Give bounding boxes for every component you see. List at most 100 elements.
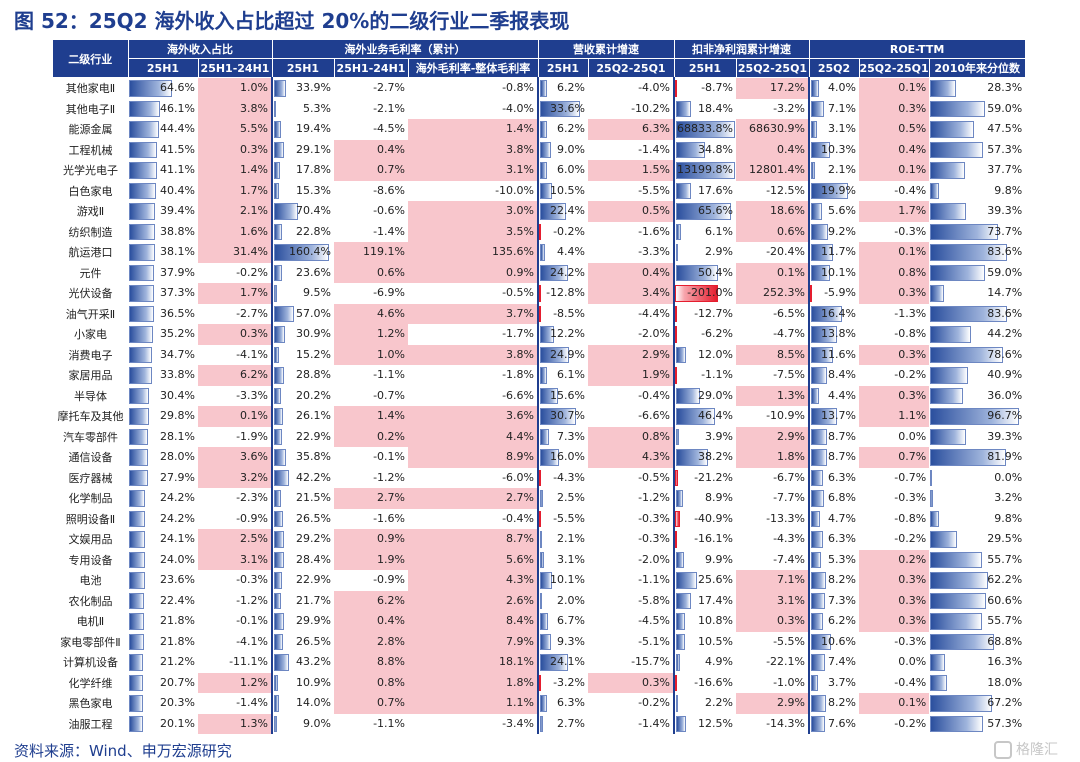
cell-text: 252.3% <box>763 286 805 299</box>
cell-value: -4.1% <box>198 631 273 652</box>
cell-text: 68.8% <box>987 634 1023 648</box>
cell-text: -0.2% <box>638 696 670 709</box>
cell-text: 28.3% <box>987 81 1023 94</box>
header-col: 25Q2-25Q1 <box>736 58 810 78</box>
cell-text: 19.9% <box>821 183 856 197</box>
cell-text: 3.8% <box>506 347 534 361</box>
cell-text: 20.7% <box>160 675 195 689</box>
positive-data-bar <box>129 326 153 343</box>
positive-data-bar <box>811 223 829 240</box>
cell-text: 1.7% <box>898 204 927 217</box>
industry-name: 其他电子Ⅱ <box>65 102 116 116</box>
cell-value: 0.3% <box>198 139 273 160</box>
table-row: 化学纤维 20.7% 1.2% 10.9% 0.8% 1.8% -3.2% 0.3% -16.6… <box>53 672 1025 694</box>
cell-text: 57.3% <box>987 142 1023 156</box>
positive-data-bar <box>274 264 283 281</box>
cell-value: 39.4% <box>128 201 198 222</box>
cell-value: -4.1% <box>198 344 273 365</box>
header-overseas-gross-margin: 海外业务毛利率（累计） <box>272 40 539 59</box>
cell-text: -2.7% <box>236 306 268 320</box>
positive-data-bar <box>676 633 685 650</box>
cell-text: 38.1% <box>160 245 195 258</box>
table-row: 其他电子Ⅱ 46.1% 3.8% 5.3% -2.1% -4.0% 33.6% -10.2% 1… <box>53 98 1025 119</box>
positive-data-bar <box>129 715 143 732</box>
positive-data-bar <box>930 695 993 712</box>
cell-value: -0.7% <box>334 386 408 407</box>
positive-data-bar <box>540 244 546 261</box>
cell-text: 64.6% <box>160 81 195 94</box>
positive-data-bar <box>930 510 940 527</box>
negative-data-bar <box>675 674 678 691</box>
cell-value: -10.9% <box>736 406 810 427</box>
cell-text: 1.8% <box>777 450 805 463</box>
cell-text: 8.9% <box>705 491 733 504</box>
table-row: 游戏Ⅱ 39.4% 2.1% 70.4% -0.6% 3.0% 22.4% 0.5% 65.6%… <box>53 201 1025 222</box>
cell-value: -2.0% <box>588 324 675 345</box>
cell-value: 26.1% <box>272 406 334 427</box>
cell-value: 22.8% <box>272 222 334 243</box>
industry-name: 元件 <box>79 266 102 280</box>
cell-value: -16.1% <box>674 529 736 550</box>
cell-text: 1.9% <box>377 552 405 566</box>
cell-value: 12.5% <box>674 714 736 735</box>
cell-text: -1.0% <box>773 675 805 689</box>
cell-text: 0.4% <box>777 142 805 156</box>
cell-value: 2.1% <box>198 201 273 222</box>
cell-value: -2.3% <box>198 488 273 509</box>
cell-text: 15.3% <box>296 183 331 197</box>
cell-text: 46.4% <box>698 409 733 422</box>
cell-value: 0.5% <box>859 119 930 140</box>
cell-value: 1.9% <box>588 365 675 386</box>
cell-value: 0.3% <box>859 98 930 119</box>
cell-text: 36.0% <box>987 388 1023 402</box>
cell-text: 3.1% <box>557 552 585 566</box>
positive-data-bar <box>129 428 148 445</box>
positive-data-bar <box>129 674 143 691</box>
cell-value: 2.9% <box>736 693 810 714</box>
cell-value: 35.8% <box>272 447 334 468</box>
cell-text: 3.1% <box>240 552 268 566</box>
cell-value: 0.1% <box>736 262 810 283</box>
cell-value: -15.7% <box>588 652 675 673</box>
cell-value: 5.3% <box>809 550 859 571</box>
cell-text: 1.8% <box>506 675 534 689</box>
cell-text: 12.5% <box>698 716 733 730</box>
positive-data-bar <box>676 715 687 732</box>
cell-text: 3.2% <box>994 491 1023 504</box>
cell-value: 20.7% <box>128 673 198 694</box>
cell-text: 6.2% <box>240 368 268 381</box>
cell-text: -0.7% <box>373 388 405 402</box>
cell-text: -6.5% <box>773 306 805 320</box>
cell-value: 0.3% <box>198 324 273 345</box>
positive-data-bar <box>930 162 965 179</box>
cell-text: 3.8% <box>506 142 534 156</box>
positive-data-bar <box>129 305 154 322</box>
cell-text: -8.7% <box>701 81 733 94</box>
cell-text: 22.9% <box>296 573 331 586</box>
positive-data-bar <box>930 80 957 97</box>
cell-text: 43.2% <box>296 655 331 668</box>
cell-text: -6.9% <box>373 286 405 299</box>
cell-value: 39.3% <box>929 201 1025 222</box>
positive-data-bar <box>676 428 680 445</box>
cell-text: 70.4% <box>296 204 331 217</box>
cell-text: 0.7% <box>898 450 927 463</box>
cell-value: 3.4% <box>588 283 675 304</box>
cell-text: 13.8% <box>821 327 856 340</box>
cell-text: 0.3% <box>642 675 670 689</box>
positive-data-bar <box>811 367 827 384</box>
cell-text: 11.7% <box>821 245 856 258</box>
positive-data-bar <box>129 80 173 97</box>
positive-data-bar <box>274 244 330 261</box>
cell-value: -0.3% <box>198 570 273 591</box>
cell-value: -6.6% <box>408 385 539 406</box>
positive-data-bar <box>540 531 543 548</box>
cell-value: 78.6% <box>929 345 1025 366</box>
cell-value: 30.4% <box>128 386 198 407</box>
cell-value: 2.1% <box>809 160 859 181</box>
cell-value: 2.9% <box>736 426 810 447</box>
cell-text: 2.0% <box>557 593 585 607</box>
cell-text: 17.6% <box>698 183 733 197</box>
positive-data-bar <box>274 182 280 199</box>
cell-value: 1.7% <box>198 180 273 201</box>
